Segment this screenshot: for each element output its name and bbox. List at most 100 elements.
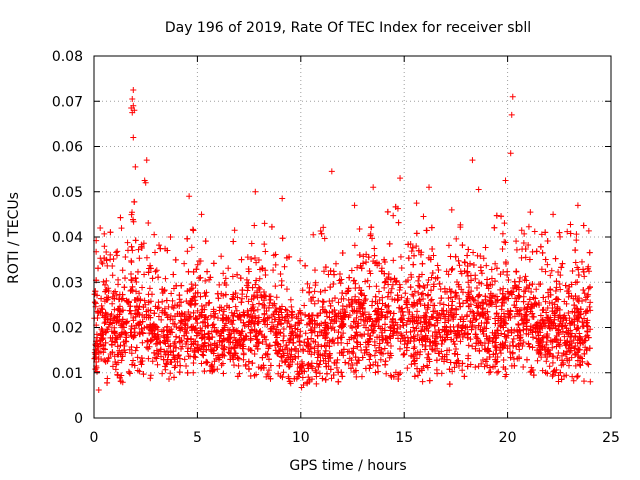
data-point	[238, 295, 245, 302]
data-point	[390, 212, 397, 219]
data-point	[292, 354, 299, 361]
data-point	[565, 327, 572, 334]
data-point	[383, 275, 390, 282]
data-point	[197, 346, 204, 353]
data-point	[247, 329, 254, 336]
data-point	[535, 300, 542, 307]
data-point	[298, 317, 305, 324]
data-point	[103, 277, 110, 284]
data-point	[443, 356, 450, 363]
data-point	[563, 300, 570, 307]
data-point	[555, 296, 562, 303]
data-point	[95, 265, 102, 272]
data-point	[304, 280, 311, 287]
data-point-outlier	[129, 109, 136, 116]
data-point	[390, 310, 397, 317]
data-point	[459, 322, 466, 329]
data-point	[167, 370, 174, 377]
data-point	[573, 312, 580, 319]
data-point	[420, 295, 427, 302]
data-point	[523, 325, 530, 332]
data-point	[220, 292, 227, 299]
data-point	[304, 380, 311, 387]
data-point	[467, 336, 474, 343]
data-point	[457, 316, 464, 323]
data-point	[328, 375, 335, 382]
data-point	[125, 299, 132, 306]
data-point	[405, 315, 412, 322]
data-point	[479, 357, 486, 364]
data-point	[547, 318, 554, 325]
data-point	[540, 319, 547, 326]
data-point	[538, 354, 545, 361]
data-point	[584, 328, 591, 335]
data-point	[132, 347, 139, 354]
data-point	[409, 317, 416, 324]
data-point	[417, 328, 424, 335]
data-point	[500, 285, 507, 292]
data-point	[222, 291, 229, 298]
data-point	[314, 332, 321, 339]
data-point	[288, 303, 295, 310]
data-point	[226, 304, 233, 311]
data-point	[109, 363, 116, 370]
data-point	[132, 275, 139, 282]
data-point	[374, 334, 381, 341]
data-point	[439, 337, 446, 344]
data-point	[346, 348, 353, 355]
data-point	[113, 292, 120, 299]
data-point	[545, 314, 552, 321]
data-point	[405, 255, 412, 262]
data-point	[145, 269, 152, 276]
data-point	[109, 263, 116, 270]
data-point	[397, 370, 404, 377]
data-point	[340, 321, 347, 328]
data-point	[446, 366, 453, 373]
data-point	[477, 264, 484, 271]
data-point	[542, 256, 549, 263]
data-point	[187, 345, 194, 352]
data-point	[230, 238, 237, 245]
data-point	[287, 361, 294, 368]
data-point	[236, 313, 243, 320]
data-point	[566, 357, 573, 364]
data-point	[293, 347, 300, 354]
data-point	[407, 284, 414, 291]
data-point	[274, 334, 281, 341]
data-point	[141, 271, 148, 278]
data-point	[520, 339, 527, 346]
data-point	[213, 329, 220, 336]
data-point	[388, 285, 395, 292]
data-point	[322, 376, 329, 383]
data-point	[514, 308, 521, 315]
data-point	[174, 302, 181, 309]
data-point	[205, 330, 212, 337]
data-point	[220, 370, 227, 377]
data-point	[296, 370, 303, 377]
data-point	[322, 333, 329, 340]
data-point	[128, 259, 135, 266]
data-point	[425, 351, 432, 358]
data-point	[237, 330, 244, 337]
data-point	[171, 356, 178, 363]
data-point	[149, 275, 156, 282]
data-point	[305, 343, 312, 350]
data-point	[424, 362, 431, 369]
data-point	[103, 286, 110, 293]
data-point	[408, 361, 415, 368]
data-point	[572, 332, 579, 339]
data-point	[451, 341, 458, 348]
data-point	[421, 302, 428, 309]
data-point	[368, 322, 375, 329]
data-point	[120, 339, 127, 346]
data-point	[171, 321, 178, 328]
data-point	[101, 320, 108, 327]
data-point	[565, 310, 572, 317]
data-point	[580, 222, 587, 229]
data-point	[118, 357, 125, 364]
data-point	[371, 342, 378, 349]
data-point	[117, 342, 124, 349]
data-point	[100, 342, 107, 349]
data-point	[267, 296, 274, 303]
data-point	[492, 315, 499, 322]
